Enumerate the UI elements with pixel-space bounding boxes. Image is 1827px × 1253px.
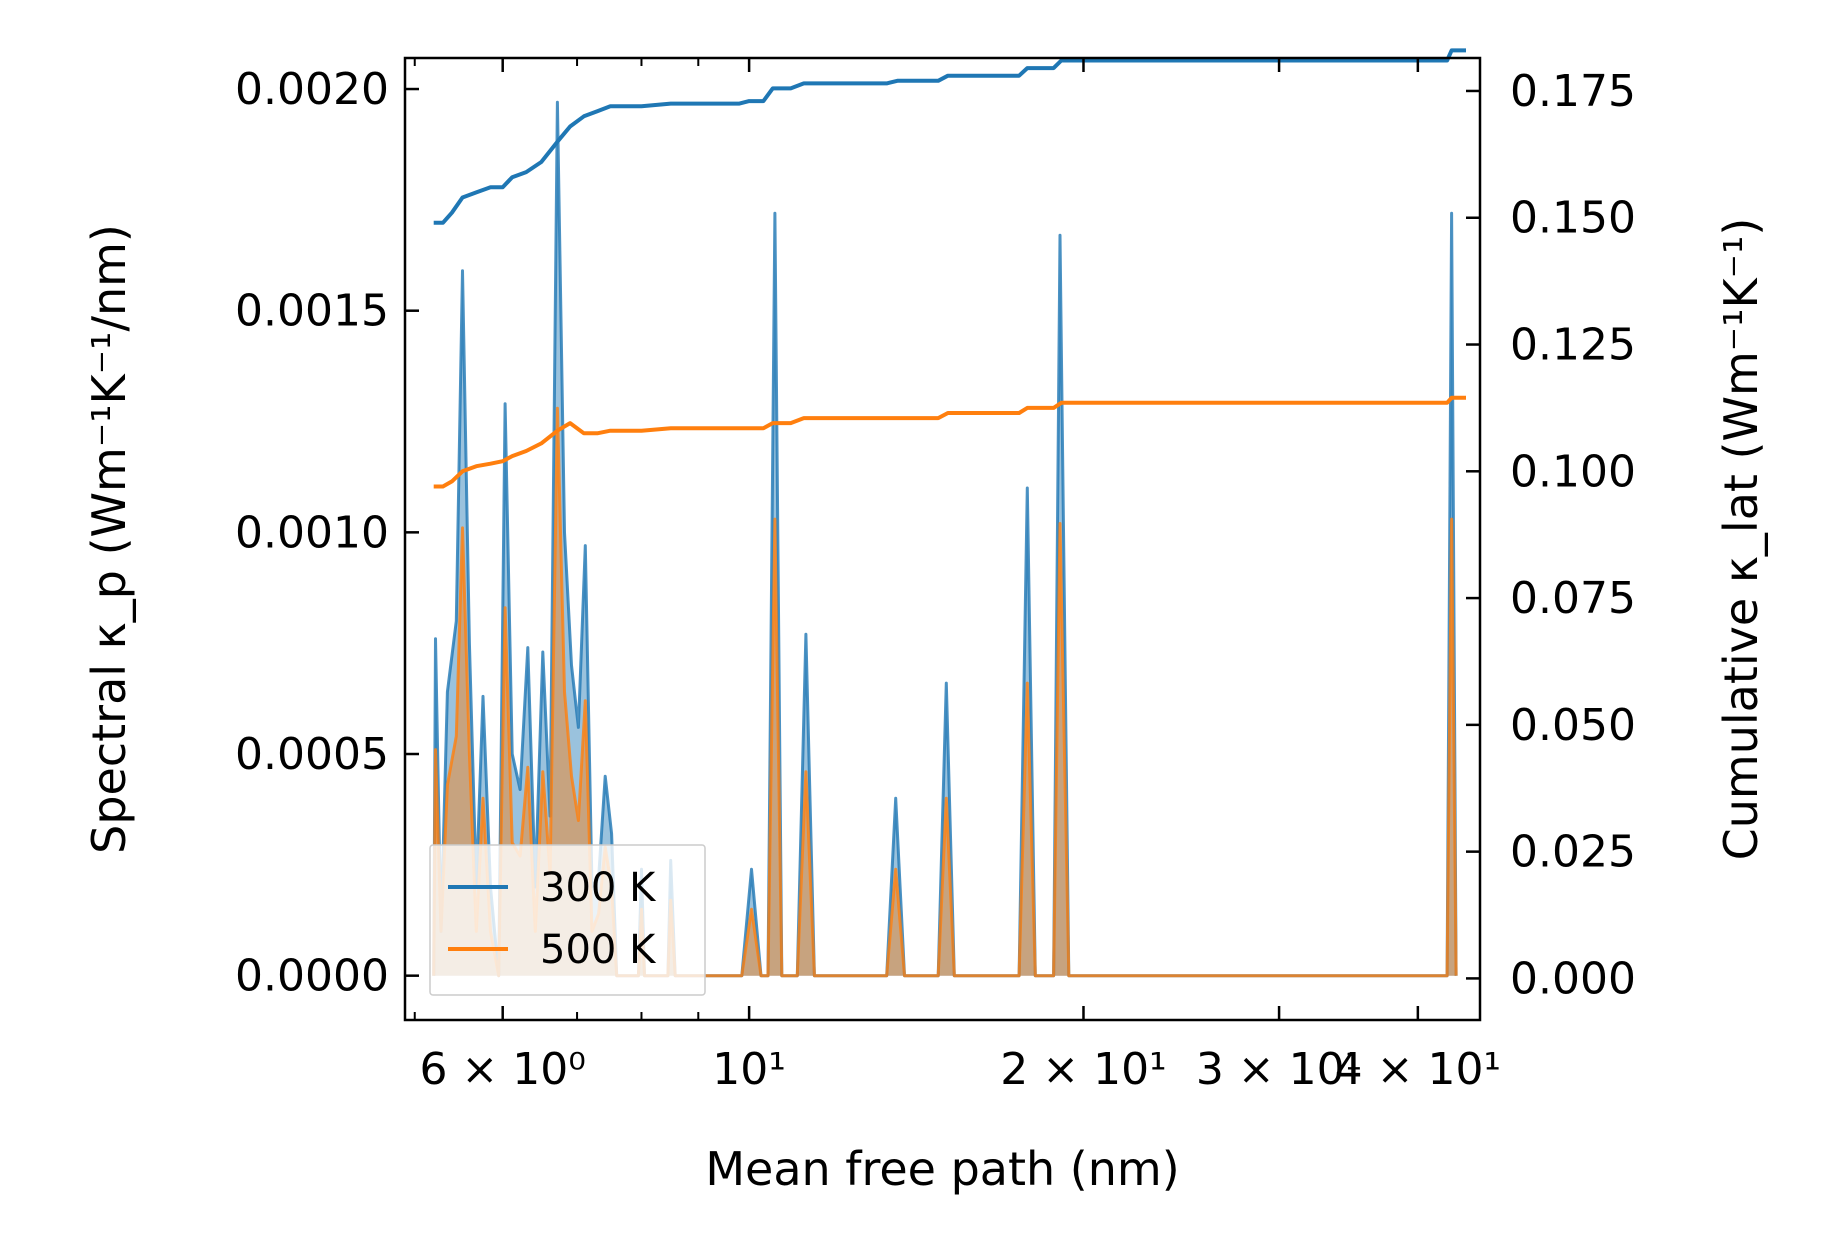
y-right-tick-label: 0.125 [1510,320,1636,371]
x-tick-label: 4 × 10¹ [1335,1044,1501,1095]
plot-frame [403,56,1482,1022]
legend: 300 K 500 K [429,844,706,996]
x-tick-label: 10¹ [712,1044,786,1095]
y-left-axis-label: Spectral κ_p (Wm⁻¹K⁻¹/nm) [82,224,136,854]
y-left-tick-label: 0.0020 [235,64,389,115]
y-right-tick-label: 0.100 [1510,446,1636,497]
y-right-tick-label: 0.075 [1510,573,1636,624]
cumulative-line-500k [433,395,1466,489]
legend-label-300k: 300 K [540,865,657,911]
y-left-tick-label: 0.0005 [235,729,389,780]
y-right-tick-label: 0.025 [1510,827,1636,878]
y-left-tick-label: 0.0000 [235,951,389,1002]
plot-border [403,56,1482,1022]
y-right-tick-label: 0.150 [1510,193,1636,244]
y-left-tick-label: 0.0010 [235,507,389,558]
y-right-tick-label: 0.175 [1510,66,1636,117]
legend-box [429,844,706,996]
x-tick-label: 6 × 10⁰ [419,1044,585,1095]
legend-label-500k: 500 K [540,927,657,973]
axis-ticks: 0.0000 0.0005 0.0010 0.0015 0.0020 0.000 0.025… [235,58,1636,1095]
y-right-tick-label: 0.000 [1510,953,1636,1004]
x-axis-label: Mean free path (nm) [705,1142,1179,1196]
y-right-axis-label: Cumulative κ_lat (Wm⁻¹K⁻¹) [1714,218,1768,861]
axis-labels: Mean free path (nm) Spectral κ_p (Wm⁻¹K⁻¹… [82,218,1768,1196]
x-tick-label: 3 × 10¹ [1196,1044,1362,1095]
x-tick-label: 2 × 10¹ [1000,1044,1166,1095]
cumulative-line-300k [433,48,1466,225]
y-left-tick-label: 0.0015 [235,286,389,337]
y-right-tick-label: 0.050 [1510,700,1636,751]
